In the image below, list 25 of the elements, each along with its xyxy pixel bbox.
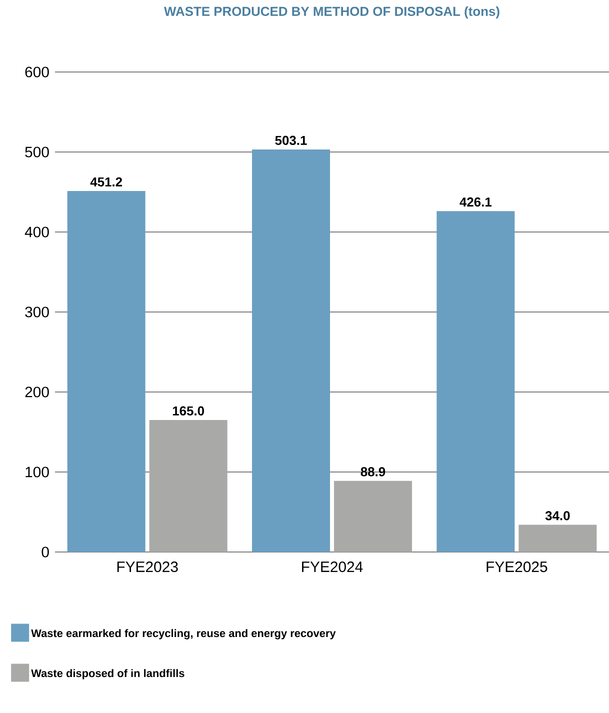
x-tick-label: FYE2025 bbox=[486, 562, 548, 572]
y-tick-label: 500 bbox=[25, 146, 49, 158]
bar bbox=[67, 191, 146, 552]
data-label: 34.0 bbox=[545, 511, 570, 520]
legend-label: Waste earmarked for recycling, reuse and energy recovery bbox=[30, 629, 336, 640]
bar bbox=[149, 420, 228, 552]
x-tick-label: FYE2023 bbox=[117, 562, 178, 572]
data-label: 426.1 bbox=[460, 197, 492, 207]
chart-title: WASTE PRODUCED BY METHOD OF DISPOSAL (tons) bbox=[164, 6, 500, 18]
data-label: 88.9 bbox=[360, 467, 385, 476]
data-label: 451.2 bbox=[90, 177, 122, 187]
data-label: 165.0 bbox=[172, 406, 204, 416]
y-tick-label: 600 bbox=[25, 66, 49, 78]
bar bbox=[252, 150, 330, 552]
data-label: 503.1 bbox=[275, 136, 307, 145]
y-tick-label: 100 bbox=[26, 466, 49, 478]
y-tick-label: 200 bbox=[25, 386, 49, 398]
bar bbox=[436, 211, 515, 552]
x-tick-label: FYE2024 bbox=[302, 562, 363, 572]
y-tick-label: 300 bbox=[24, 306, 49, 318]
legend-label: Waste disposed of in landfills bbox=[30, 669, 184, 680]
y-tick-label: 0 bbox=[42, 546, 49, 558]
bar bbox=[334, 480, 412, 552]
y-tick-label: 400 bbox=[24, 226, 49, 238]
bar bbox=[518, 524, 597, 552]
